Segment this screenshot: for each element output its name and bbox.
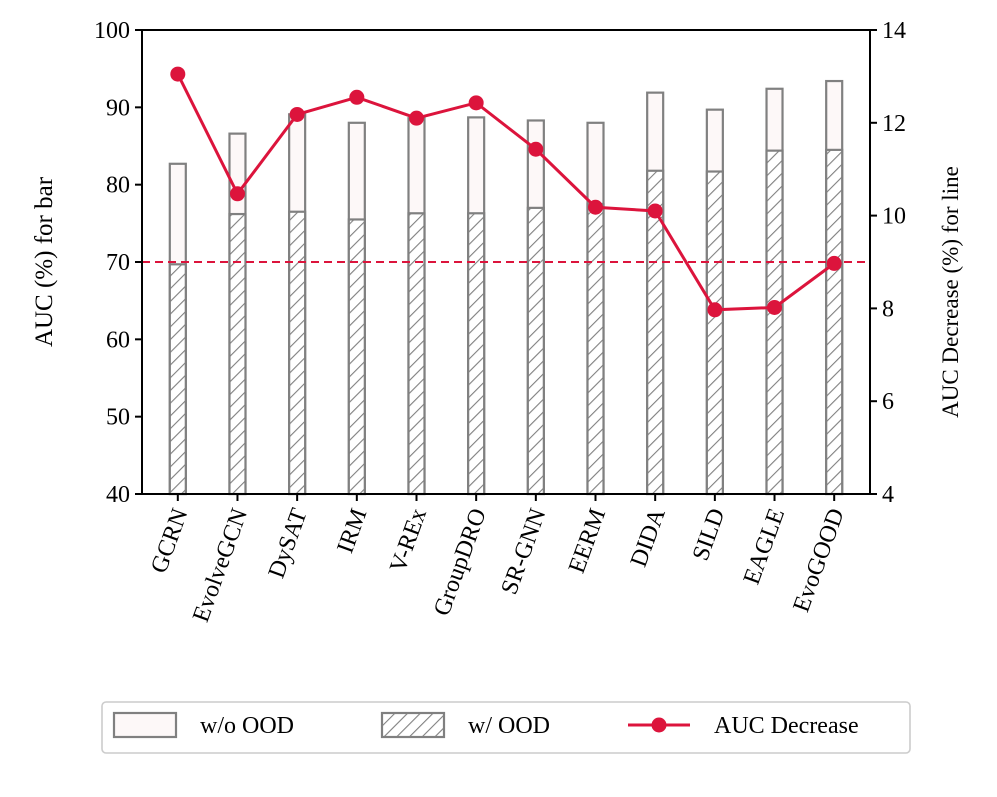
- y-axis-title: AUC (%) for bar: [31, 176, 58, 347]
- y-right-tick-label: 10: [882, 204, 906, 230]
- legend-label-wo-ood: w/o OOD: [200, 713, 294, 739]
- y-tick-label: 50: [106, 405, 130, 431]
- legend: w/o OOD w/ OOD AUC Decrease: [101, 701, 911, 754]
- y-right-tick-label: 14: [882, 18, 906, 44]
- x-tick-label: DySAT: [264, 505, 313, 582]
- y-tick-label: 70: [106, 250, 130, 276]
- auc-decrease-point: [468, 95, 484, 111]
- legend-label-auc-decrease: AUC Decrease: [714, 713, 859, 739]
- bar-w-ood: [347, 218, 366, 496]
- y-right-axis-title: AUC Decrease (%) for line: [938, 166, 963, 418]
- y-tick-label: 100: [94, 18, 130, 44]
- auc-decrease-point: [588, 199, 604, 215]
- bar-w-ood: [288, 210, 307, 496]
- x-tick-label: V-REx: [385, 505, 432, 576]
- bar-w-ood: [586, 202, 605, 496]
- x-tick-label: EvoGOOD: [788, 505, 849, 615]
- x-tick-label: IRM: [333, 505, 373, 557]
- legend-label-w-ood: w/ OOD: [468, 713, 550, 739]
- auc-decrease-point: [528, 141, 544, 157]
- auc-decrease-point: [826, 255, 842, 271]
- y-tick-label: 90: [106, 95, 130, 121]
- auc-decrease-point: [289, 106, 305, 122]
- auc-decrease-line: [176, 73, 836, 312]
- bar-w-ood: [467, 212, 486, 496]
- y-right-tick-label: 4: [882, 482, 894, 508]
- auc-decrease-point: [647, 203, 663, 219]
- bar-w-ood: [825, 148, 844, 496]
- auc-decrease-point: [229, 186, 245, 202]
- y-tick-label: 60: [106, 327, 130, 353]
- x-tick-label: GroupDRO: [429, 505, 492, 619]
- x-tick-label: GCRN: [146, 505, 193, 577]
- auc-decrease-point: [349, 89, 365, 105]
- line-layer: [170, 66, 842, 318]
- legend-box: [101, 701, 911, 754]
- bar-w-ood: [765, 149, 784, 496]
- y-right-tick-label: 6: [882, 389, 894, 415]
- auc-decrease-point: [707, 302, 723, 318]
- x-tick-label: SR-GNN: [496, 505, 551, 598]
- bar-w-ood: [526, 206, 545, 496]
- bar-w-ood: [228, 212, 247, 496]
- bar-w-ood: [407, 212, 426, 496]
- x-tick-label: SILD: [688, 505, 731, 564]
- y-tick-label: 80: [106, 173, 130, 199]
- x-tick-label: EERM: [564, 505, 611, 577]
- legend-swatch-auc-marker: [651, 717, 667, 733]
- x-tick-label: DIDA: [626, 505, 671, 571]
- x-tick-label: EAGLE: [739, 505, 790, 588]
- bar-w-ood: [168, 263, 187, 496]
- bar-w-ood: [705, 170, 724, 496]
- x-tick-label: EvolveGCN: [188, 505, 253, 625]
- legend-swatch-wo-ood: [112, 711, 178, 739]
- auc-decrease-point: [408, 110, 424, 126]
- y-right-tick-label: 8: [882, 296, 894, 322]
- auc-decrease-point: [767, 299, 783, 315]
- y-tick-label: 40: [106, 482, 130, 508]
- auc-decrease-point: [170, 66, 186, 82]
- y-right-tick-label: 12: [882, 111, 906, 137]
- legend-swatch-w-ood: [380, 711, 446, 739]
- bars-layer: [168, 79, 844, 496]
